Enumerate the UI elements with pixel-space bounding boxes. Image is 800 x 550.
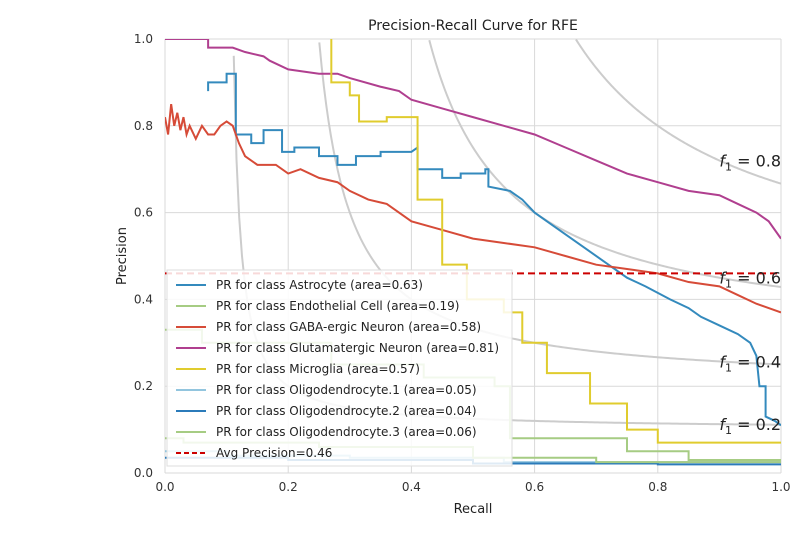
- y-tick-label: 0.0: [134, 466, 153, 480]
- iso-f1-label: f1 = 0.2: [719, 415, 781, 437]
- legend-box: [166, 269, 513, 467]
- y-tick-label: 0.6: [134, 206, 153, 220]
- legend-entry-label: PR for class Endothelial Cell (area=0.19…: [216, 299, 459, 313]
- legend-entry-label: Avg Precision=0.46: [216, 446, 332, 460]
- x-tick-label: 0.2: [279, 480, 298, 494]
- legend-entry-label: PR for class Oligodendrocyte.2 (area=0.0…: [216, 404, 477, 418]
- chart-title: Precision-Recall Curve for RFE: [368, 18, 578, 34]
- iso-f1-curve: [575, 39, 781, 185]
- x-tick-label: 0.0: [155, 480, 174, 494]
- x-axis-label: Recall: [454, 502, 493, 517]
- x-tick-label: 1.0: [771, 480, 790, 494]
- legend-entry-label: PR for class Microglia (area=0.57): [216, 362, 420, 376]
- legend-entry-label: PR for class Astrocyte (area=0.63): [216, 278, 423, 292]
- legend-entry-label: PR for class Oligodendrocyte.3 (area=0.0…: [216, 425, 477, 439]
- x-tick-label: 0.6: [525, 480, 544, 494]
- iso-f1-label: f1 = 0.8: [719, 152, 781, 174]
- y-tick-label: 0.8: [134, 119, 153, 133]
- iso-f1-label: f1 = 0.4: [719, 352, 781, 374]
- iso-f1-label: f1 = 0.6: [719, 269, 781, 291]
- axis-ticks: 0.0 0.2 0.4 0.6 0.8 1.0 0.0 0.2 0.4 0.6 0.8 1.0: [134, 32, 791, 494]
- iso-f1-labels: f1 = 0.2 f1 = 0.4 f1 = 0.6 f1 = 0.8: [719, 152, 781, 438]
- y-axis-label: Precision: [115, 227, 130, 285]
- legend: PR for class Astrocyte (area=0.63) PR for…: [166, 269, 513, 467]
- y-tick-label: 1.0: [134, 32, 153, 46]
- series-line-3: [165, 39, 781, 240]
- legend-entry-label: PR for class GABA-ergic Neuron (area=0.5…: [216, 320, 481, 334]
- y-tick-label: 0.4: [134, 292, 153, 306]
- x-tick-label: 0.4: [402, 480, 421, 494]
- x-tick-label: 0.8: [648, 480, 667, 494]
- y-tick-label: 0.2: [134, 379, 153, 393]
- series-line-0: [207, 72, 781, 427]
- legend-entry-label: PR for class Glutamatergic Neuron (area=…: [216, 341, 499, 355]
- legend-entry-label: PR for class Oligodendrocyte.1 (area=0.0…: [216, 383, 477, 397]
- series-line-2: [165, 103, 781, 314]
